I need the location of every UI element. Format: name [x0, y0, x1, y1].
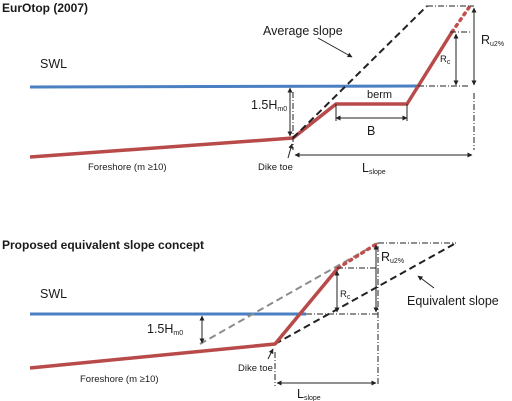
swl-label: SWL	[40, 287, 67, 301]
panel-title: Proposed equivalent slope concept	[2, 238, 204, 252]
foreshore-label: Foreshore (m ≥10)	[88, 162, 167, 173]
foreshore-label: Foreshore (m ≥10)	[80, 374, 159, 385]
swl-label: SWL	[40, 57, 67, 71]
runup-dotted-extension	[336, 241, 380, 270]
dike-toe-leader	[287, 143, 294, 159]
hm0-label: 1.5Hm0	[147, 322, 183, 337]
dike-toe-label: Dike toe	[258, 162, 293, 173]
panel-title: EurOtop (2007)	[2, 1, 88, 15]
equivalent-slope-label: Equivalent slope	[407, 294, 499, 308]
runup-dotted-extension	[450, 4, 472, 34]
hm0-label: 1.5Hm0	[251, 98, 287, 113]
ru-label: Ru2%	[381, 250, 404, 265]
equivalent-slope-line	[274, 242, 457, 345]
equivalent-slope-leader	[417, 275, 435, 289]
dike-profile	[29, 266, 340, 370]
average-slope-leader	[317, 37, 353, 58]
average-slope-line	[292, 5, 428, 139]
rc-label: Rc	[340, 289, 351, 301]
rc-label: Rc	[440, 54, 451, 66]
dike-toe-label: Dike toe	[238, 363, 273, 374]
guide-lines	[292, 5, 475, 150]
panel-equivalent-slope: Proposed equivalent slope concept SWL 1.…	[2, 238, 499, 401]
lslope-label: Lslope	[297, 387, 321, 401]
swl-line	[29, 84, 419, 89]
berm-label: berm	[367, 89, 392, 101]
panel-eurotop: EurOtop (2007) SWL Average slope 1.5Hm0 …	[2, 1, 504, 176]
ru-label: Ru2%	[481, 33, 504, 48]
dike-toe-leader	[267, 348, 274, 360]
b-label: B	[367, 124, 375, 138]
average-slope-label: Average slope	[263, 24, 343, 38]
lslope-label: Lslope	[362, 161, 386, 176]
